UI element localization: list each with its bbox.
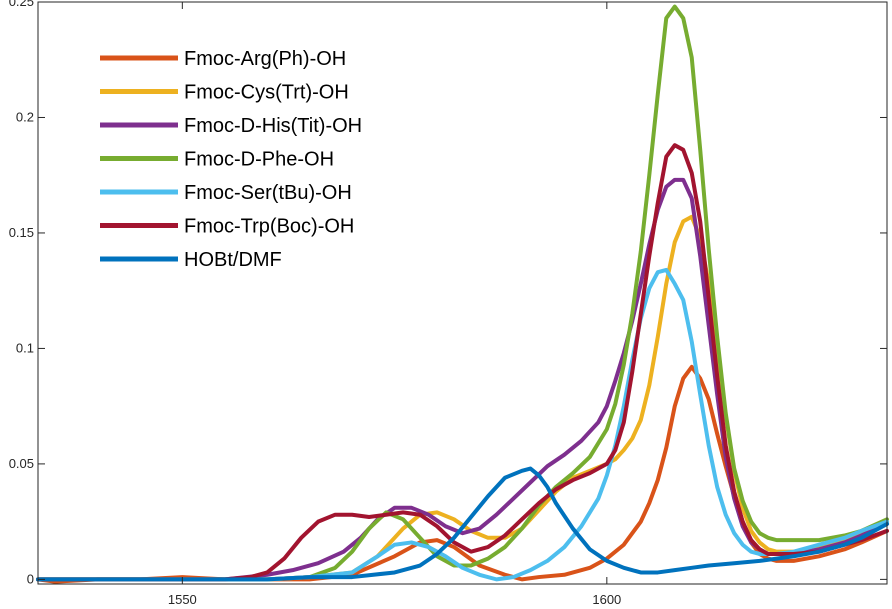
y-tick-label: 0.2 [16,109,34,124]
legend-label: Fmoc-Arg(Ph)-OH [184,48,346,70]
y-tick-label: 0 [27,571,34,586]
x-tick-label: 1550 [168,592,197,607]
y-tick-label: 0.1 [16,340,34,355]
series-layer [36,4,889,584]
series-line-5 [36,143,889,582]
series-line-6 [36,466,889,582]
x-tick-label: 1600 [592,592,621,607]
legend-label: Fmoc-Ser(tBu)-OH [184,182,352,204]
legend-label: Fmoc-D-Phe-OH [184,149,334,171]
plot-area-frame [37,1,888,585]
series-line-3 [36,4,889,582]
legend-label: Fmoc-Cys(Trt)-OH [184,82,349,104]
legend-label: Fmoc-D-His(Tit)-OH [184,115,362,137]
y-tick-label: 0.05 [9,456,34,471]
y-tick-label: 0.25 [9,0,34,9]
legend-label: HOBt/DMF [184,249,282,271]
legend: Fmoc-Arg(Ph)-OH Fmoc-Cys(Trt)-OH Fmoc-D-Hi… [100,48,362,271]
axes: 1550 1600 0 0.05 0.1 0.15 0.2 0.25 [9,0,887,607]
legend-label: Fmoc-Trp(Boc)-OH [184,216,354,238]
y-tick-label: 0.15 [9,225,34,240]
